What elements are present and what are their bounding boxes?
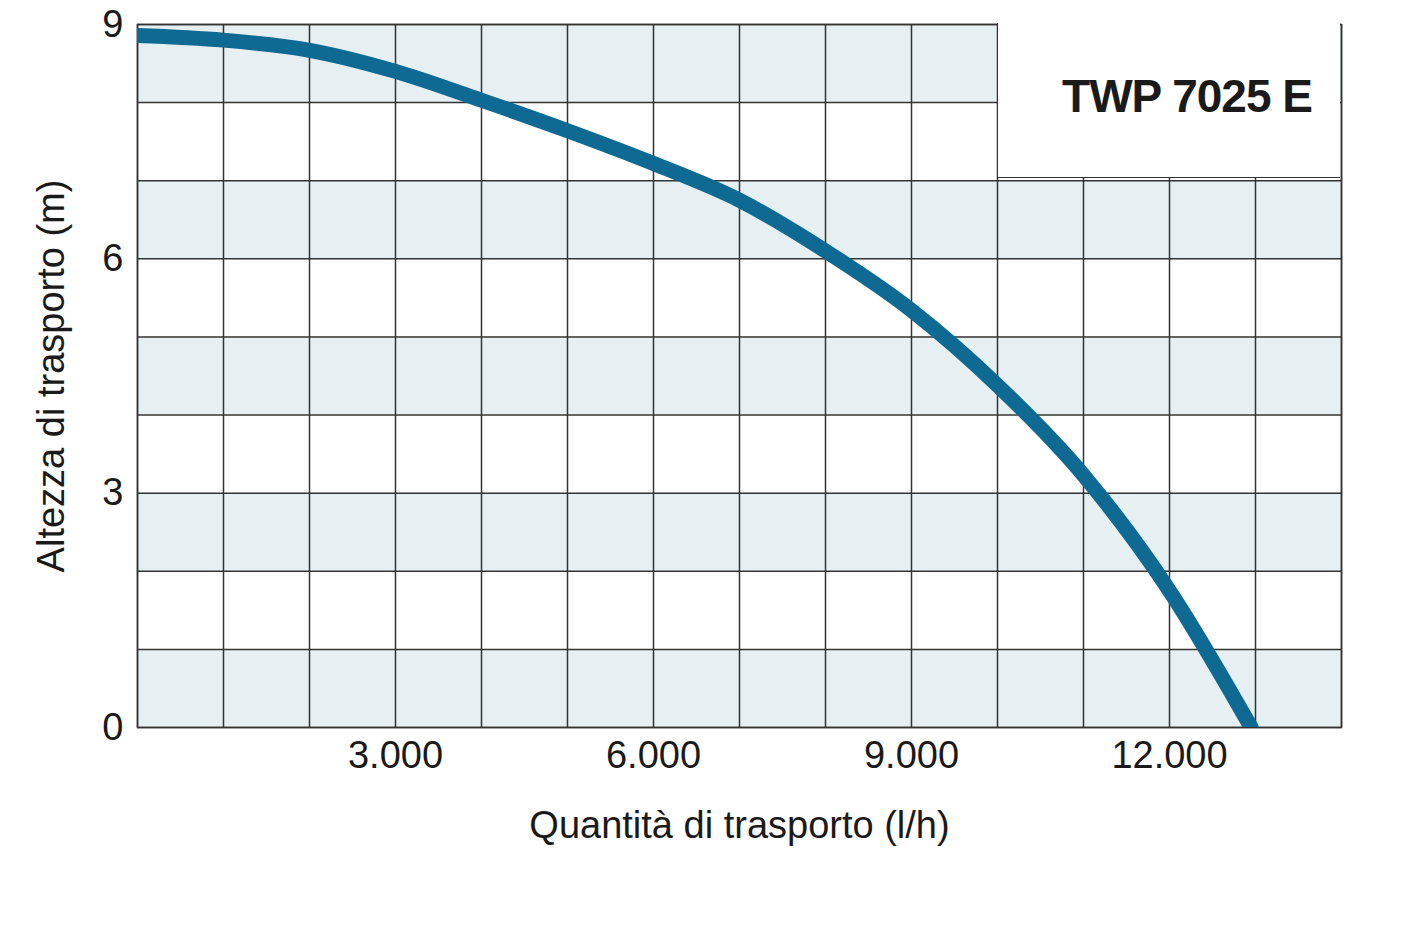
- svg-text:9: 9: [102, 3, 123, 45]
- html-text:TWP 7025 E: TWP 7025 E: [1062, 70, 1312, 122]
- svg-text:9.000: 9.000: [864, 734, 959, 776]
- svg-text:Altezza di trasporto (m): Altezza di trasporto (m): [30, 180, 72, 573]
- svg-text:0: 0: [102, 706, 123, 748]
- svg-text:Quantità di trasporto (l/h): Quantità di trasporto (l/h): [529, 804, 949, 846]
- svg-text:12.000: 12.000: [1111, 734, 1227, 776]
- svg-text:3.000: 3.000: [348, 734, 443, 776]
- svg-text:6.000: 6.000: [606, 734, 701, 776]
- svg-text:3: 3: [102, 471, 123, 513]
- svg-text:6: 6: [102, 237, 123, 279]
